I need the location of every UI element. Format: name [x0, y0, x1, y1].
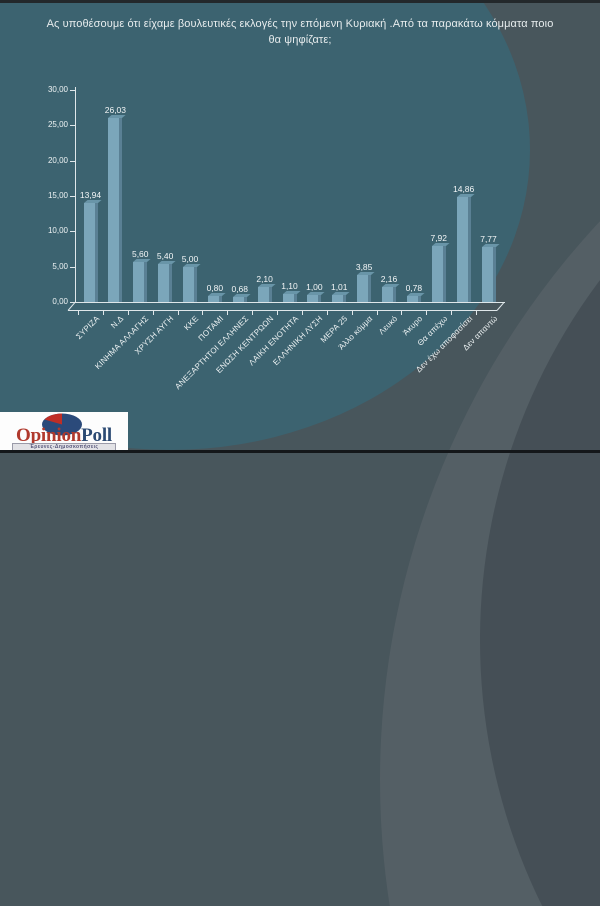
bar-value-label: 26,03	[104, 105, 127, 116]
logo-tagline: Έρευνες-Δημοσκοπήσεις	[13, 444, 115, 450]
logo-text-poll: Poll	[81, 425, 112, 446]
bar	[481, 244, 500, 302]
y-axis-tick	[70, 302, 75, 303]
bar-top-face	[183, 263, 201, 267]
y-axis-tick-label: 5,00	[52, 261, 68, 271]
opinionpoll-logo: OpinionPoll Έρευνες-Δημοσκοπήσεις	[0, 412, 128, 450]
bar-top-face	[431, 243, 450, 247]
bar	[431, 243, 450, 302]
x-axis-tick	[326, 310, 328, 315]
x-axis-tick	[401, 310, 403, 315]
bar	[307, 291, 325, 302]
x-axis-tick	[376, 310, 378, 315]
bar-chart: 0,00 5,00 10,00 15,00 20,00 25,00 30,00 13,94 ΣΥ…	[47, 85, 505, 391]
logo-text-opinion: Opinion	[15, 425, 82, 446]
bar-value-label: 0,68	[231, 284, 249, 295]
bar-value-label: 1,00	[306, 281, 323, 292]
chart-title: Ας υποθέσουμε ότι είχαμε βουλευτικές εκλ…	[46, 18, 554, 46]
pie-chart-icon	[42, 413, 82, 436]
y-axis-tick	[70, 160, 75, 162]
x-axis-tick	[301, 310, 303, 315]
bar	[282, 291, 301, 302]
bar-value-label: 5,00	[181, 253, 199, 264]
bar-top-face	[108, 115, 126, 119]
bar-value-label: 14,86	[452, 183, 475, 194]
y-axis-tick-label: 15,00	[47, 191, 68, 200]
y-axis-tick-label: 10,00	[47, 226, 68, 236]
bar-value-label: 13,94	[79, 190, 102, 201]
y-axis-tick	[70, 266, 75, 268]
bar-top-face	[307, 291, 325, 295]
x-axis-tick	[252, 310, 254, 315]
bar-value-label: 1,01	[330, 281, 348, 292]
bar	[133, 259, 151, 302]
x-axis-tick	[152, 310, 154, 315]
bar	[158, 260, 176, 302]
y-axis-tick-label: 30,00	[47, 85, 68, 94]
x-axis-tick	[277, 310, 279, 315]
x-axis-tick	[426, 310, 428, 315]
bar-value-label: 0,78	[405, 283, 423, 294]
x-axis-tick	[202, 310, 204, 315]
bar-value-label: 7,77	[480, 234, 497, 245]
axis-corner-right	[496, 301, 505, 311]
bar	[108, 115, 126, 302]
bar-top-face	[232, 294, 251, 298]
bar	[332, 291, 350, 302]
bar	[207, 293, 226, 302]
bar	[406, 293, 425, 302]
x-axis-tick	[177, 310, 179, 315]
x-axis-tick	[78, 310, 80, 315]
y-axis-tick-label: 25,00	[47, 120, 68, 130]
bar-value-label: 2,10	[256, 274, 273, 285]
x-axis-tick	[227, 310, 229, 315]
bar	[232, 294, 251, 302]
y-axis-tick	[70, 125, 75, 127]
bar-top-face	[83, 200, 102, 204]
x-axis-tick	[351, 310, 353, 315]
top-border-strip	[0, 0, 600, 3]
bar	[357, 271, 375, 302]
x-axis-tick	[451, 310, 453, 315]
logo-wordmark: OpinionPoll	[0, 426, 128, 446]
bar-top-face	[481, 244, 500, 248]
bar-value-label: 5,60	[131, 249, 149, 260]
bar-top-face	[456, 193, 475, 197]
bar-value-label: 7,92	[430, 233, 448, 244]
bar	[83, 200, 102, 302]
bar	[456, 193, 475, 302]
bar-value-label: 2,16	[380, 273, 398, 284]
x-axis-tick	[102, 310, 104, 315]
y-axis-tick	[70, 231, 75, 233]
bar	[257, 284, 276, 302]
y-axis-tick	[70, 196, 75, 197]
y-axis-tick	[70, 90, 75, 91]
bar-value-label: 1,10	[281, 281, 298, 292]
bottom-border-strip	[0, 450, 600, 453]
y-axis-tick-label: 0,00	[52, 297, 68, 306]
bar-top-face	[406, 293, 425, 297]
bar	[382, 283, 400, 302]
x-axis-tick	[127, 310, 129, 315]
bar	[183, 263, 201, 302]
y-axis-tick-label: 20,00	[47, 155, 68, 165]
x-axis-back-line	[75, 302, 505, 303]
bar-value-label: 5,40	[156, 250, 174, 261]
x-axis-front-line	[68, 310, 497, 311]
bar-top-face	[332, 291, 350, 295]
bar-value-label: 3,85	[355, 261, 373, 272]
x-axis-tick	[476, 310, 478, 315]
y-axis-line	[75, 87, 76, 302]
bar-value-label: 0,80	[206, 283, 224, 294]
